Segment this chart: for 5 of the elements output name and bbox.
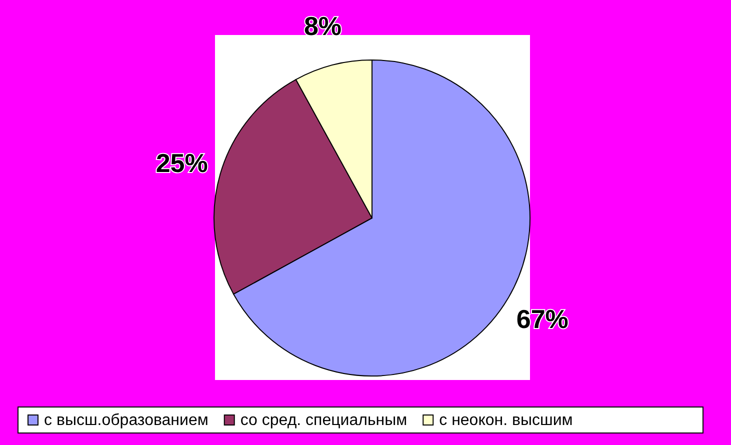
data-label: 8% bbox=[304, 11, 342, 42]
data-label: 25% bbox=[156, 148, 208, 178]
legend-label: с высш.образованием bbox=[44, 412, 208, 429]
legend-label: со сред. специальным bbox=[240, 412, 408, 429]
legend-label: с неокон. высшим bbox=[439, 412, 573, 429]
